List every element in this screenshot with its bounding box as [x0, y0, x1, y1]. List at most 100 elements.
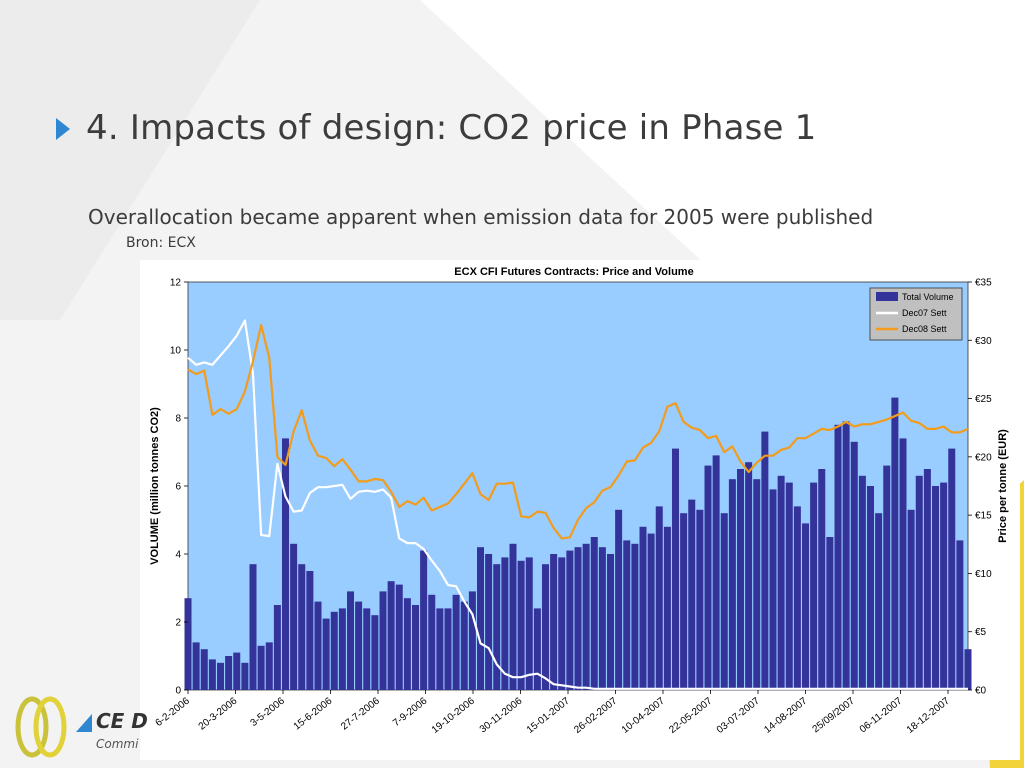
volume-bar [273, 605, 281, 690]
volume-bar [290, 543, 298, 690]
chart-legend: Total Volume Dec07 Sett Dec08 Sett [869, 287, 963, 341]
volume-bar [249, 564, 257, 690]
volume-bar [663, 526, 671, 690]
volume-bar [306, 571, 314, 690]
volume-bar [655, 506, 663, 690]
y-right-tick-label: €35 [975, 278, 992, 289]
slide-subtitle: Overallocation became apparent when emis… [88, 205, 874, 229]
volume-bar [403, 598, 411, 690]
y-left-tick-label: 0 [175, 686, 181, 697]
volume-bar [850, 441, 858, 690]
volume-bar [932, 486, 939, 690]
volume-bar [282, 438, 289, 690]
volume-bar [257, 645, 265, 690]
volume-bar [712, 455, 720, 690]
volume-bar [379, 591, 387, 690]
volume-bar [347, 591, 354, 690]
volume-bar [858, 475, 866, 690]
volume-bar [883, 465, 891, 690]
volume-bar [217, 662, 224, 690]
bullet-arrow-icon [56, 118, 70, 140]
y-right-tick-label: €5 [975, 627, 987, 638]
y-right-tick-label: €30 [975, 336, 992, 347]
volume-bar [647, 533, 655, 690]
volume-bar [769, 489, 777, 690]
volume-bar [956, 540, 964, 690]
y-left-tick-label: 4 [175, 550, 181, 561]
volume-bar [802, 523, 809, 690]
volume-bar [785, 482, 793, 690]
legend-label-volume: Total Volume [902, 292, 954, 302]
volume-bar [777, 475, 785, 690]
volume-bar [363, 608, 371, 690]
y-left-tick-label: 12 [170, 278, 182, 289]
volume-bar [558, 557, 566, 690]
volume-bar [460, 601, 468, 690]
y-left-tick-label: 2 [175, 618, 181, 629]
volume-bar [412, 605, 419, 690]
volume-bar [631, 543, 639, 690]
volume-bar [793, 506, 801, 690]
volume-bar [542, 564, 549, 690]
volume-bar [940, 482, 948, 690]
volume-bar [574, 547, 582, 690]
y-right-tick-label: €25 [975, 394, 992, 405]
volume-bar [566, 550, 574, 690]
volume-bar [241, 662, 249, 690]
volume-bar [818, 469, 826, 690]
volume-bar [688, 499, 696, 690]
y-right-tick-label: €10 [975, 569, 992, 580]
volume-bar [265, 642, 273, 690]
y-right-tick-label: €0 [975, 686, 987, 697]
y-right-tick-label: €20 [975, 452, 992, 463]
volume-bar [720, 513, 728, 690]
volume-bar [753, 479, 761, 690]
volume-bar [867, 486, 874, 690]
volume-bar [192, 642, 200, 690]
volume-bar [233, 652, 241, 690]
volume-bar [964, 649, 972, 690]
volume-bar [623, 540, 631, 690]
volume-bar [875, 513, 883, 690]
volume-bar [842, 421, 850, 690]
y-right-tick-label: €15 [975, 511, 992, 522]
volume-bar [696, 509, 704, 690]
volume-bar [737, 469, 744, 690]
volume-bar [322, 618, 330, 690]
volume-bar [834, 424, 842, 690]
volume-bar [598, 547, 606, 690]
legend-swatch-volume [876, 292, 898, 301]
volume-bar [485, 554, 493, 690]
volume-bar [509, 543, 517, 690]
y-left-tick-label: 8 [175, 414, 181, 425]
legend-label-dec07: Dec07 Sett [902, 308, 947, 318]
volume-bar [923, 469, 931, 690]
logo-subtext: Commi [96, 737, 139, 751]
dec07-line [187, 319, 968, 690]
volume-bar [915, 475, 923, 690]
volume-bar [948, 448, 956, 690]
volume-bar [225, 656, 233, 690]
volume-bar [672, 448, 679, 690]
volume-bar [428, 594, 436, 690]
volume-bar [728, 479, 736, 690]
y-axis-left-label: VOLUME (million tonnes CO2) [149, 407, 161, 565]
volume-bar [314, 601, 322, 690]
volume-bar [387, 581, 395, 690]
volume-bar [298, 564, 306, 690]
volume-bar [810, 482, 818, 690]
volume-bar [208, 659, 216, 690]
volume-bar [582, 543, 590, 690]
volume-bar [371, 615, 379, 690]
dec08-line [187, 324, 969, 540]
volume-bar [444, 608, 452, 690]
legend-label-dec08: Dec08 Sett [902, 324, 947, 334]
y-left-tick-label: 6 [175, 482, 181, 493]
volume-bar [184, 598, 192, 690]
volume-bar [420, 550, 428, 690]
volume-bar [704, 465, 712, 690]
volume-bar [891, 397, 899, 690]
volume-bar [355, 601, 363, 690]
volume-bar [550, 554, 558, 690]
